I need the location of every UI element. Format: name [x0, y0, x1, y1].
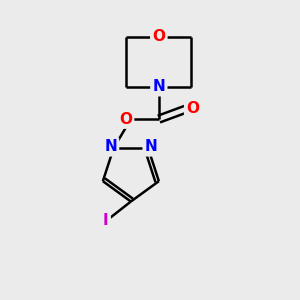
- Text: O: O: [186, 101, 199, 116]
- Text: O: O: [152, 29, 165, 44]
- Text: N: N: [152, 79, 165, 94]
- Text: O: O: [119, 112, 132, 127]
- Text: I: I: [103, 213, 109, 228]
- Text: N: N: [104, 139, 117, 154]
- Text: N: N: [145, 139, 158, 154]
